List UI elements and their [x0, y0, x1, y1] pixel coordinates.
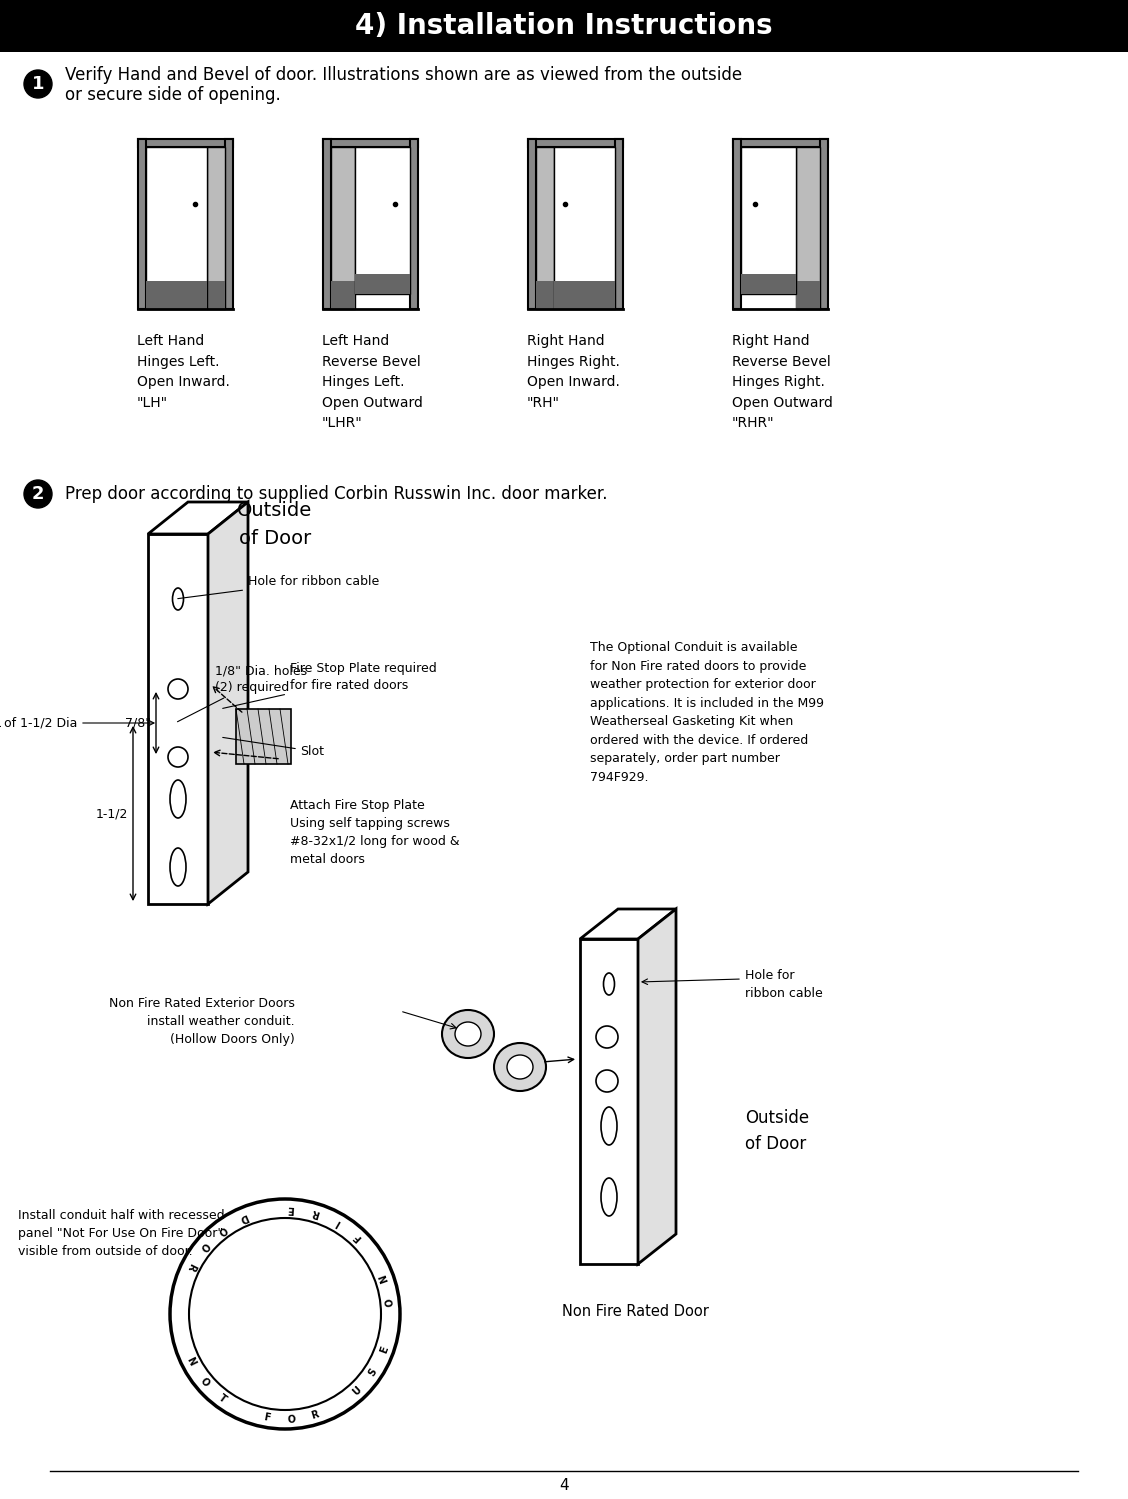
Text: O: O	[215, 1223, 228, 1235]
Ellipse shape	[601, 1106, 617, 1145]
Circle shape	[24, 480, 52, 508]
Text: O: O	[287, 1414, 296, 1424]
Text: Hole for
ribbon cable: Hole for ribbon cable	[744, 968, 822, 1000]
Text: 2: 2	[32, 486, 44, 504]
Ellipse shape	[173, 588, 184, 610]
Text: Attach Fire Stop Plate
Using self tapping screws
#8-32x1/2 long for wood &
metal: Attach Fire Stop Plate Using self tappin…	[290, 799, 459, 866]
FancyBboxPatch shape	[146, 280, 206, 309]
Text: 4: 4	[559, 1478, 569, 1493]
FancyBboxPatch shape	[409, 139, 417, 309]
Ellipse shape	[494, 1043, 546, 1091]
FancyBboxPatch shape	[323, 139, 417, 147]
FancyBboxPatch shape	[148, 534, 208, 904]
Text: U: U	[351, 1385, 363, 1397]
FancyBboxPatch shape	[206, 280, 224, 309]
FancyBboxPatch shape	[224, 139, 232, 309]
FancyBboxPatch shape	[323, 139, 331, 309]
FancyBboxPatch shape	[331, 280, 354, 309]
Text: R: R	[185, 1261, 197, 1273]
Polygon shape	[580, 908, 676, 938]
Text: Install conduit half with recessed
panel "Not For Use On Fire Door"
visible from: Install conduit half with recessed panel…	[18, 1210, 224, 1258]
Text: Outside
of Door: Outside of Door	[237, 501, 312, 549]
Text: E: E	[288, 1204, 294, 1214]
FancyBboxPatch shape	[732, 139, 740, 309]
Text: T: T	[217, 1393, 228, 1405]
Text: Non Fire Rated Exterior Doors
install weather conduit.
(Hollow Doors Only): Non Fire Rated Exterior Doors install we…	[109, 997, 296, 1046]
FancyBboxPatch shape	[0, 0, 1128, 52]
Text: O: O	[197, 1240, 211, 1253]
FancyBboxPatch shape	[740, 274, 795, 294]
Circle shape	[596, 1070, 618, 1091]
Text: Non Fire Rated Door: Non Fire Rated Door	[562, 1304, 708, 1319]
FancyBboxPatch shape	[732, 139, 828, 147]
Text: 7/8": 7/8"	[125, 717, 151, 730]
Circle shape	[190, 1219, 381, 1411]
FancyBboxPatch shape	[528, 139, 536, 309]
Text: 1: 1	[32, 75, 44, 93]
FancyBboxPatch shape	[536, 147, 554, 309]
Text: E: E	[378, 1345, 390, 1355]
FancyBboxPatch shape	[740, 147, 795, 294]
Text: The Optional Conduit is available
for Non Fire rated doors to provide
weather pr: The Optional Conduit is available for No…	[590, 642, 823, 784]
FancyBboxPatch shape	[206, 147, 224, 309]
Ellipse shape	[442, 1010, 494, 1058]
Text: S: S	[367, 1366, 379, 1378]
Ellipse shape	[506, 1055, 534, 1079]
Text: ℄ of 1-1/2 Dia: ℄ of 1-1/2 Dia	[0, 717, 78, 730]
Text: Hole for ribbon cable: Hole for ribbon cable	[178, 574, 379, 598]
Text: N: N	[378, 1273, 390, 1283]
Text: 4) Installation Instructions: 4) Installation Instructions	[355, 12, 773, 40]
FancyBboxPatch shape	[820, 139, 828, 309]
Text: Outside
of Door: Outside of Door	[744, 1109, 809, 1153]
Ellipse shape	[170, 848, 186, 886]
Text: Fire Stop Plate required
for fire rated doors: Fire Stop Plate required for fire rated …	[222, 663, 437, 709]
Circle shape	[168, 679, 188, 699]
FancyBboxPatch shape	[138, 139, 146, 309]
Text: I: I	[334, 1217, 342, 1228]
Text: Right Hand
Hinges Right.
Open Inward.
"RH": Right Hand Hinges Right. Open Inward. "R…	[527, 334, 620, 409]
FancyBboxPatch shape	[138, 139, 232, 147]
Text: Left Hand
Hinges Left.
Open Inward.
"LH": Left Hand Hinges Left. Open Inward. "LH"	[136, 334, 230, 409]
FancyBboxPatch shape	[331, 147, 354, 309]
Text: D: D	[238, 1211, 249, 1223]
FancyBboxPatch shape	[795, 280, 820, 309]
Text: Prep door according to supplied Corbin Russwin Inc. door marker.: Prep door according to supplied Corbin R…	[65, 486, 608, 504]
Text: Verify Hand and Bevel of door. Illustrations shown are as viewed from the outsid: Verify Hand and Bevel of door. Illustrat…	[65, 66, 742, 84]
FancyBboxPatch shape	[615, 139, 623, 309]
Circle shape	[596, 1025, 618, 1048]
Ellipse shape	[603, 973, 615, 995]
Polygon shape	[638, 908, 676, 1264]
FancyBboxPatch shape	[236, 709, 291, 764]
Text: 1/8" Dia. holes
(2) required: 1/8" Dia. holes (2) required	[177, 664, 307, 721]
Circle shape	[168, 747, 188, 767]
Text: R: R	[310, 1409, 320, 1421]
Text: Right Hand
Reverse Bevel
Hinges Right.
Open Outward
"RHR": Right Hand Reverse Bevel Hinges Right. O…	[732, 334, 832, 430]
Text: Slot: Slot	[300, 745, 324, 757]
Text: 1-1/2: 1-1/2	[96, 806, 127, 820]
Text: O: O	[197, 1376, 211, 1388]
Text: F: F	[263, 1412, 271, 1424]
FancyBboxPatch shape	[795, 147, 820, 309]
FancyBboxPatch shape	[354, 274, 409, 294]
Text: O: O	[385, 1297, 395, 1307]
Ellipse shape	[601, 1178, 617, 1216]
Ellipse shape	[455, 1022, 481, 1046]
Text: F: F	[352, 1231, 363, 1243]
FancyBboxPatch shape	[528, 139, 623, 147]
Circle shape	[24, 70, 52, 97]
Polygon shape	[148, 502, 248, 534]
Text: R: R	[310, 1207, 320, 1219]
Text: Left Hand
Reverse Bevel
Hinges Left.
Open Outward
"LHR": Left Hand Reverse Bevel Hinges Left. Ope…	[321, 334, 423, 430]
Ellipse shape	[170, 779, 186, 818]
FancyBboxPatch shape	[536, 280, 554, 309]
FancyBboxPatch shape	[554, 280, 615, 309]
FancyBboxPatch shape	[554, 147, 615, 309]
FancyBboxPatch shape	[146, 147, 206, 309]
FancyBboxPatch shape	[580, 938, 638, 1264]
Text: or secure side of opening.: or secure side of opening.	[65, 85, 281, 103]
Polygon shape	[208, 502, 248, 904]
Text: N: N	[185, 1355, 197, 1367]
Circle shape	[170, 1199, 400, 1429]
FancyBboxPatch shape	[354, 147, 409, 294]
